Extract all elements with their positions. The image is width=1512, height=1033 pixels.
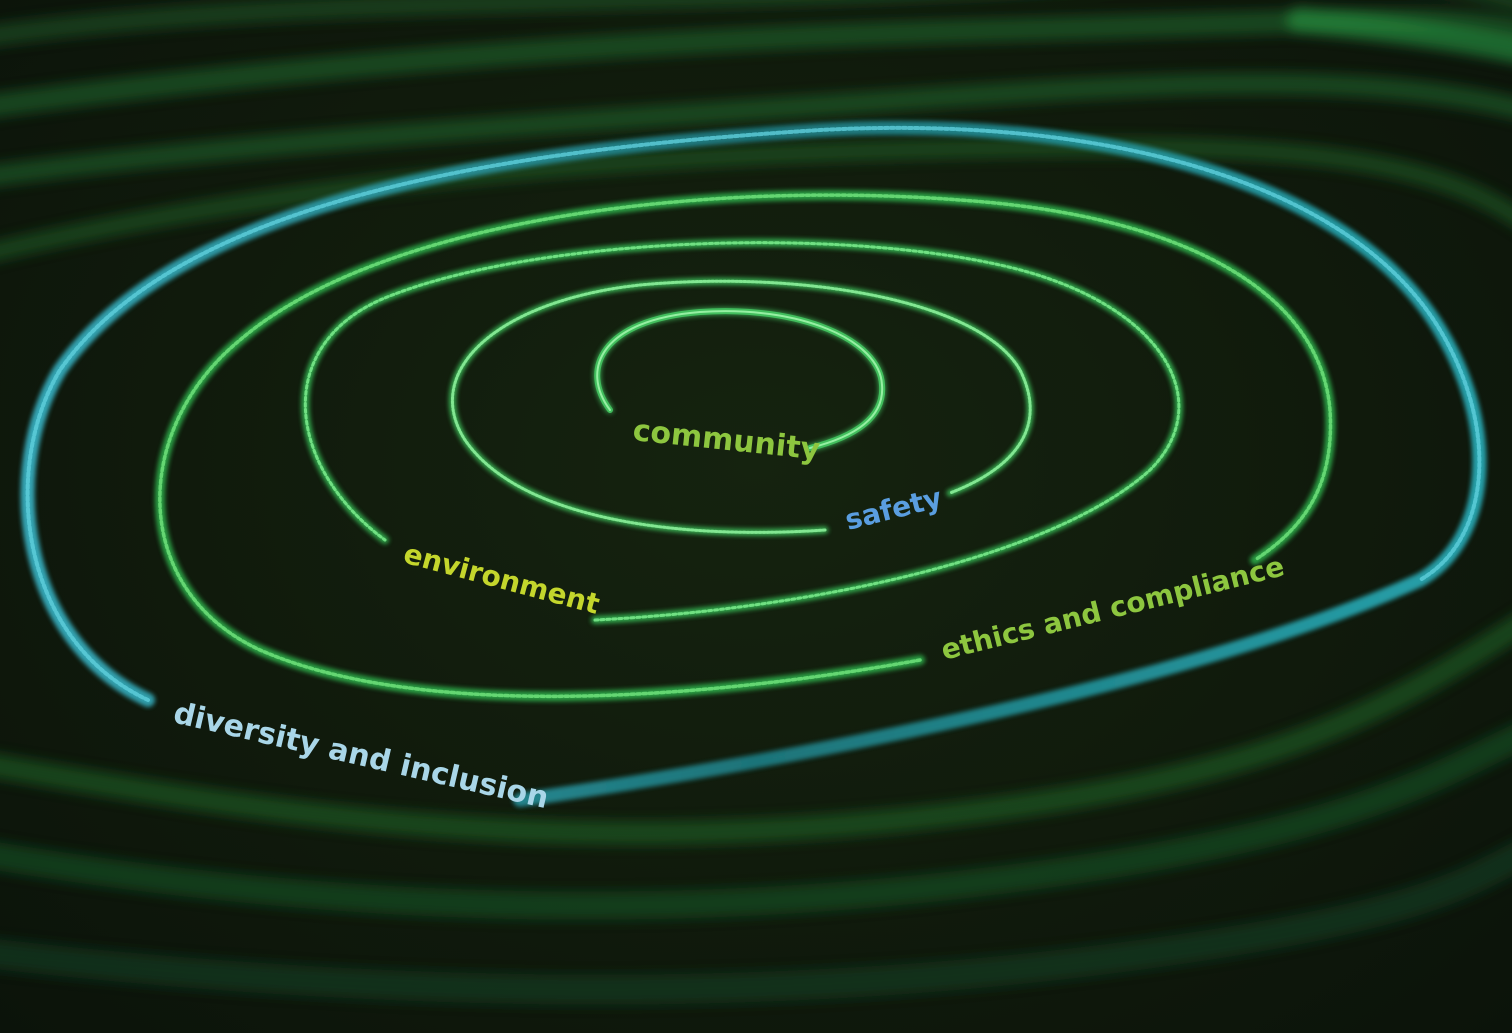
teal-ring [20, 120, 1487, 807]
green-ring-community [594, 308, 886, 451]
green-ring-environment [301, 238, 1183, 624]
label-community: community [631, 413, 822, 467]
green-ring-ethics [155, 190, 1336, 702]
background-bands [0, 0, 1512, 1005]
green-ring-safety [449, 277, 1034, 536]
label-environment: environment [400, 537, 603, 621]
label-safety: safety [842, 481, 945, 537]
